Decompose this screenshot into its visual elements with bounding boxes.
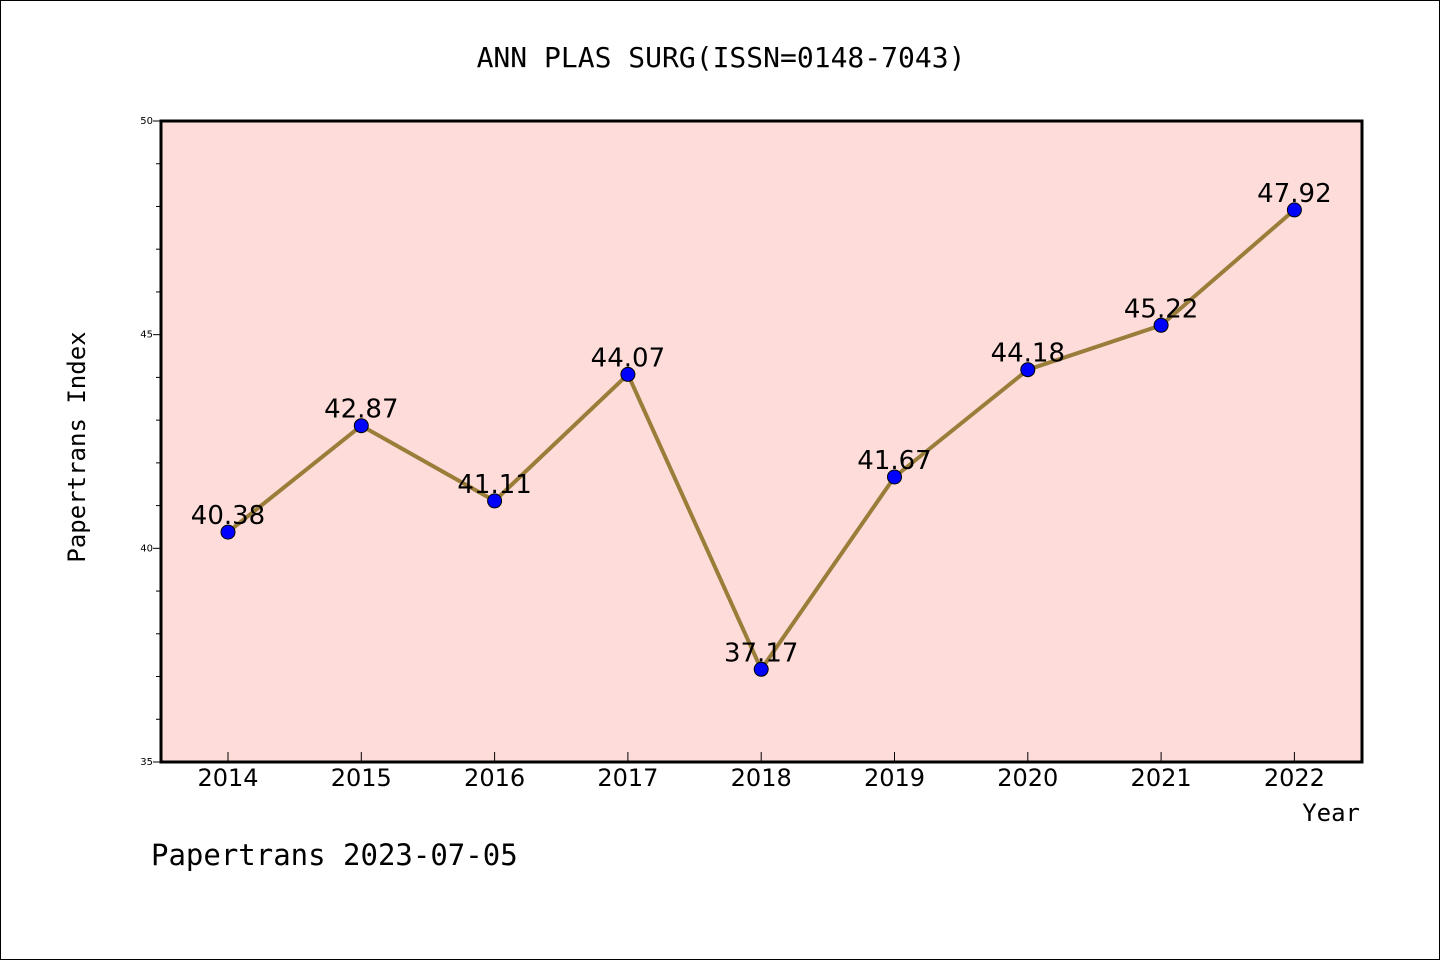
data-point [1020, 362, 1036, 378]
data-point [220, 524, 236, 540]
data-point [753, 661, 769, 677]
x-tick-label: 2016 [464, 764, 525, 792]
y-tick-label: 40 [140, 543, 153, 554]
y-tick-label: 35 [140, 757, 153, 768]
x-tick-label: 2020 [997, 764, 1058, 792]
data-point [620, 366, 636, 382]
y-tick-label: 50 [140, 116, 153, 127]
y-tick-label: 45 [140, 330, 153, 341]
data-point [1286, 202, 1302, 218]
x-tick-label: 2014 [197, 764, 258, 792]
chart-title: ANN PLAS SURG(ISSN=0148-7043) [477, 41, 966, 74]
data-point [1153, 317, 1169, 333]
x-tick-label: 2017 [597, 764, 658, 792]
y-axis: 35 40 45 50 [140, 116, 161, 768]
x-axis-label: Year [1302, 799, 1360, 827]
data-point [487, 493, 503, 509]
x-tick-label: 2019 [864, 764, 925, 792]
x-tick-label: 2015 [331, 764, 392, 792]
data-point [353, 418, 369, 434]
x-tick-label: 2021 [1131, 764, 1192, 792]
series-line-group: 40.3842.8741.1144.0737.1741.6744.1845.22… [191, 179, 1332, 677]
y-axis-label: Papertrans Index [63, 331, 91, 562]
data-point [887, 469, 902, 485]
x-tick-label: 2018 [731, 764, 792, 792]
x-axis: 2014 2015 2016 2017 2018 2019 2020 2021 2022 [197, 752, 1325, 792]
x-tick-label: 2022 [1264, 764, 1325, 792]
plot-area [159, 119, 1364, 764]
footer-text: Papertrans 2023-07-05 [151, 838, 518, 872]
